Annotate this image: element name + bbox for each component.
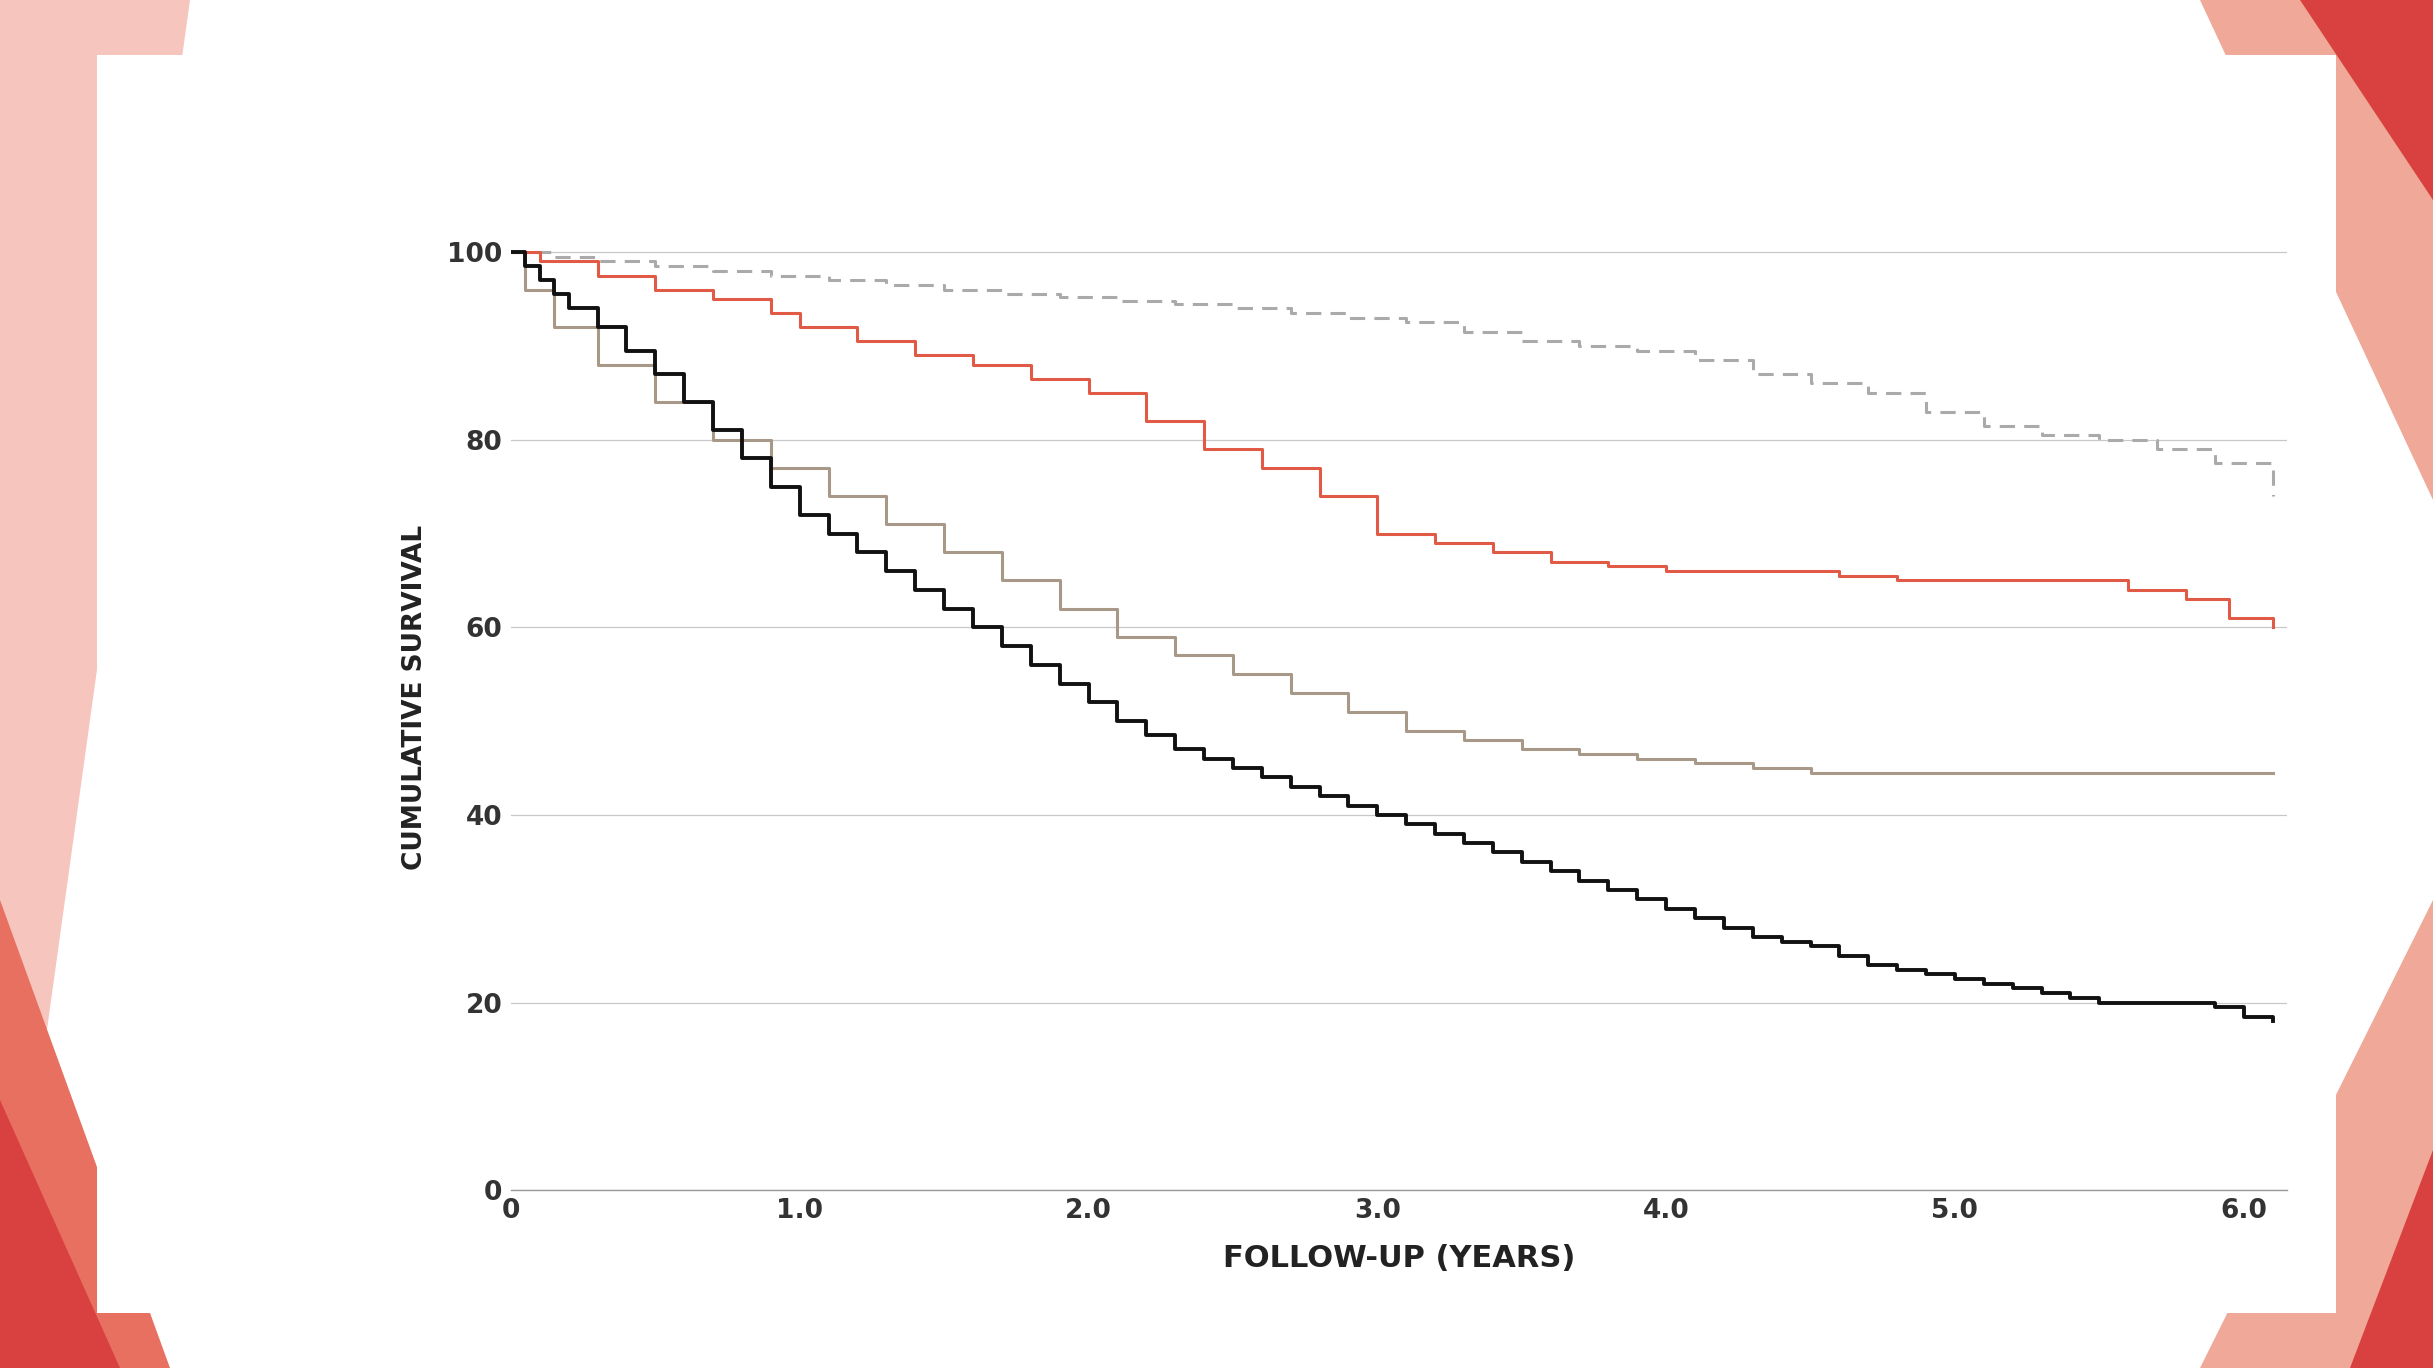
Y-axis label: CUMULATIVE SURVIVAL: CUMULATIVE SURVIVAL [401,525,428,870]
X-axis label: FOLLOW-UP (YEARS): FOLLOW-UP (YEARS) [1224,1244,1574,1274]
Legend: RA-ILD non-UIP pattern, RA-ILD probable UIP pattern (no honeycombing), RA-ILD de: RA-ILD non-UIP pattern, RA-ILD probable … [791,1358,2007,1368]
